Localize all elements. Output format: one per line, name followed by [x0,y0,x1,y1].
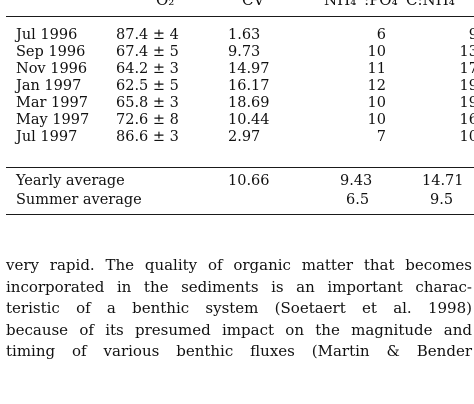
body-paragraph: very rapid. The quality of organic matte… [6,255,474,363]
header-c-nh4: C:NH₄ [406,0,455,9]
cell-c-nh4: 13 [459,44,474,60]
cell-o2: 62.5 ± 5 [116,78,179,94]
summer-average-c-nh4: 9.5 [430,192,454,208]
header-cv: CV [242,0,265,9]
data-table: O₂ CV NH₄⁺:PO₄ C:NH₄ Jul 1996 87.4 ± 4 1… [6,0,474,234]
yearly-average-c-nh4: 14.71 [422,173,464,189]
cell-nh4-po4: 10 [367,44,386,60]
cell-o2: 87.4 ± 4 [116,27,179,43]
cell-o2: 67.4 ± 5 [116,44,179,60]
table-row: Sep 1996 67.4 ± 5 9.73 10 13 [6,44,474,61]
paragraph-line: because of its presumed impact on the ma… [6,320,472,339]
table-row: Jul 1996 87.4 ± 4 1.63 6 9 [6,27,474,44]
paragraph-line: timing of various benthic fluxes (Martin… [6,342,472,360]
cell-nh4-po4: 7 [376,129,386,145]
cell-o2: 72.6 ± 8 [116,112,179,128]
cell-cv: 10.44 [228,112,270,128]
cell-date: Jul 1996 [16,27,78,43]
cell-date: Jul 1997 [16,129,78,145]
table-row: Mar 1997 65.8 ± 3 18.69 10 19 [6,95,474,112]
cell-date: Jan 1997 [16,78,82,94]
yearly-average-cv: 10.66 [228,173,270,189]
cell-o2: 64.2 ± 3 [116,61,179,77]
header-rule [6,16,474,17]
table-header-row: O₂ CV NH₄⁺:PO₄ C:NH₄ [6,0,474,9]
cell-date: Nov 1996 [16,61,88,77]
table-row: Nov 1996 64.2 ± 3 14.97 11 17 [6,61,474,78]
cell-date: Sep 1996 [16,44,86,60]
paragraph-line: incorporated in the sediments is an impo… [6,277,472,296]
cell-cv: 9.73 [228,44,261,60]
cell-cv: 14.97 [228,61,270,77]
cell-nh4-po4: 11 [367,61,386,77]
summer-average-nh4-po4: 6.5 [346,192,370,208]
cell-c-nh4: 17 [459,61,474,77]
table-bottom-rule [6,214,474,215]
cell-o2: 86.6 ± 3 [116,129,179,145]
cell-c-nh4: 10 [459,129,474,145]
cell-date: Mar 1997 [16,95,88,111]
yearly-average-nh4-po4: 9.43 [340,173,373,189]
cell-date: May 1997 [16,112,90,128]
table-row: Jan 1997 62.5 ± 5 16.17 12 19 [6,78,474,95]
cell-c-nh4: 9 [468,27,474,43]
table-row: Jul 1997 86.6 ± 3 2.97 7 10 [6,129,474,146]
cell-nh4-po4: 10 [367,112,386,128]
cell-c-nh4: 19 [459,95,474,111]
cell-nh4-po4: 10 [367,95,386,111]
cell-nh4-po4: 6 [376,27,386,43]
header-o2: O₂ [156,0,175,9]
average-rule [6,167,474,168]
yearly-average-row: Yearly average 10.66 9.43 14.71 [6,173,474,190]
paragraph-line: teristic of a benthic system (Soetaert e… [6,299,472,317]
cell-cv: 18.69 [228,95,270,111]
paragraph-line: very rapid. The quality of organic matte… [6,256,472,274]
header-nh4-po4: NH₄⁺:PO₄ [324,0,398,9]
cell-c-nh4: 19 [459,78,474,94]
cell-cv: 1.63 [228,27,261,43]
cell-cv: 2.97 [228,129,261,145]
cell-c-nh4: 16 [459,112,474,128]
cell-nh4-po4: 12 [367,78,386,94]
cell-cv: 16.17 [228,78,270,94]
cell-o2: 65.8 ± 3 [116,95,179,111]
summer-average-row: Summer average 6.5 9.5 [6,192,474,209]
yearly-average-label: Yearly average [16,173,125,189]
summer-average-label: Summer average [16,192,142,208]
table-row: May 1997 72.6 ± 8 10.44 10 16 [6,112,474,129]
